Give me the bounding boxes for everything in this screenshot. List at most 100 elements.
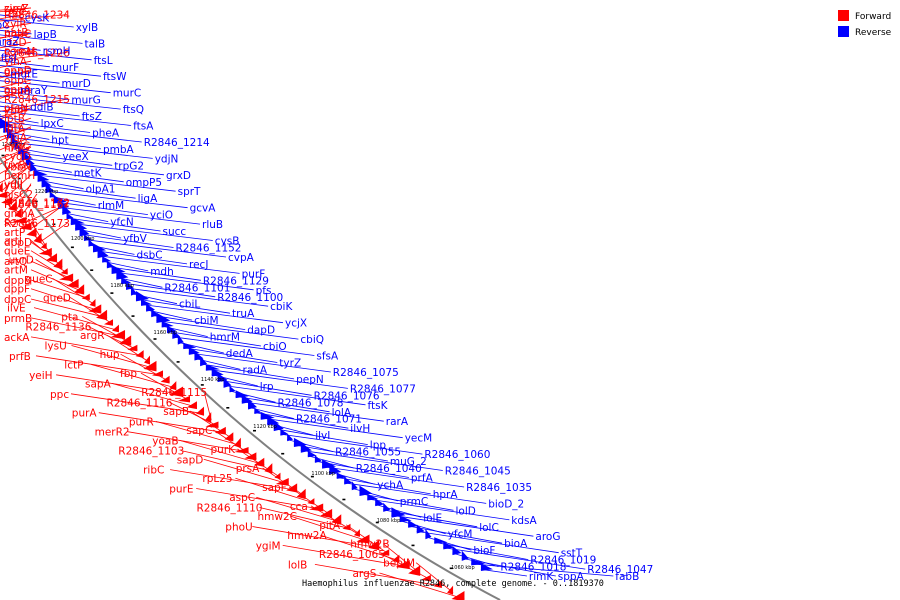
- reverse-gene-label: rlmM: [98, 200, 125, 212]
- reverse-gene-label: R2846_1055: [335, 447, 401, 459]
- reverse-gene-arrow: [14, 139, 21, 150]
- forward-connector-line: [0, 79, 32, 88]
- reverse-gene-label: ftsQ: [123, 104, 144, 116]
- reverse-gene-arrow: [383, 502, 391, 512]
- forward-gene-label: oppA: [4, 84, 32, 96]
- reverse-gene-label: lolC: [479, 522, 499, 534]
- forward-connector-line: [91, 364, 177, 389]
- reverse-gene-arrow: [111, 264, 126, 275]
- reverse-gene-label: metK: [74, 167, 103, 179]
- reverse-connector-line: [241, 401, 384, 422]
- forward-gene-arrow: [103, 319, 113, 326]
- forward-connector-line: [256, 496, 342, 523]
- reverse-connector-line: [0, 105, 80, 117]
- reverse-connector-line: [0, 14, 23, 18]
- forward-gene-arrow: [151, 370, 163, 377]
- forward-gene-label: queD: [43, 292, 71, 304]
- forward-connector-line: [0, 98, 68, 112]
- forward-gene-label: oppF: [4, 67, 30, 79]
- reverse-gene-label: ompP5: [126, 177, 162, 189]
- legend-forward-swatch: [838, 10, 849, 21]
- reverse-gene-label: R2846_1019: [530, 555, 596, 567]
- reverse-gene-label: cbiK: [270, 301, 293, 313]
- reverse-gene-label: pmbA: [103, 144, 135, 156]
- forward-connector-line: [30, 269, 85, 293]
- forward-gene-arrow: [66, 278, 79, 288]
- reverse-gene-label: murE: [10, 69, 38, 81]
- forward-gene-label: R2846_1234: [4, 10, 70, 22]
- forward-gene-label: artI: [4, 235, 22, 247]
- reverse-gene-label: R2846_1129: [203, 275, 269, 287]
- forward-gene-arrow: [135, 350, 144, 358]
- reverse-connector-line: [0, 120, 91, 133]
- forward-connector-line: [169, 402, 219, 427]
- reverse-connector-line: [0, 125, 142, 143]
- forward-gene-label: yihA: [4, 56, 28, 68]
- forward-gene-label: lctP: [64, 360, 83, 372]
- reverse-gene-label: lrp: [260, 381, 274, 393]
- forward-gene-arrow: [60, 268, 68, 275]
- reverse-connector-line: [53, 201, 148, 215]
- reverse-gene-label: R2846_1060: [424, 449, 490, 461]
- reverse-connector-line: [126, 287, 269, 307]
- feature-mark: [52, 223, 56, 226]
- forward-connector-line: [0, 50, 32, 59]
- feature-mark: [131, 315, 135, 317]
- reverse-gene-label: tyrZ: [279, 358, 301, 370]
- forward-gene-label: R2846_1172: [4, 198, 70, 210]
- forward-connector-line: [259, 507, 351, 530]
- reverse-gene-label: R2846_1077: [350, 383, 416, 395]
- forward-gene-label: ilvE: [7, 303, 26, 315]
- forward-gene-label: yhbJ: [4, 104, 27, 116]
- reverse-connector-line: [0, 29, 32, 35]
- reverse-gene-arrow: [314, 455, 322, 463]
- forward-connector-line: [88, 326, 138, 351]
- reverse-gene-label: R2846_1101: [164, 282, 230, 294]
- forward-gene-arrow: [88, 304, 102, 314]
- forward-gene-arrow: [433, 580, 442, 589]
- forward-connector-line: [52, 277, 96, 306]
- reverse-gene-label: ftsZ: [82, 111, 102, 123]
- reverse-connector-line: [480, 568, 527, 577]
- forward-gene-label: trxB: [4, 160, 26, 172]
- reverse-gene-arrow: [205, 364, 220, 371]
- reverse-gene-arrow: [461, 550, 469, 561]
- reverse-gene-arrow: [6, 130, 17, 139]
- feature-mark: [70, 246, 74, 249]
- forward-gene-label: argS: [353, 568, 377, 580]
- forward-gene-arrow: [420, 574, 431, 582]
- reverse-gene-label: sfsA: [316, 351, 339, 363]
- forward-gene-label: ydiJ: [4, 179, 23, 191]
- forward-gene-arrow: [89, 299, 96, 307]
- reverse-gene-arrow: [0, 118, 14, 129]
- kbp-tick-label: 1060 kbp: [451, 565, 475, 571]
- kbp-tick-label: 1120 kbp: [253, 424, 277, 430]
- forward-gene-label: ppc: [50, 389, 69, 401]
- forward-connector-line: [252, 526, 380, 549]
- forward-connector-line: [203, 458, 289, 485]
- reverse-gene-arrow: [344, 476, 353, 485]
- forward-gene-label: patB: [4, 27, 28, 39]
- forward-gene-label: R2846_1110: [197, 503, 263, 515]
- reverse-gene-label: ydjN: [155, 153, 179, 165]
- reverse-connector-line: [260, 417, 403, 439]
- reverse-gene-arrow: [146, 303, 156, 312]
- forward-gene-label: purR: [129, 416, 154, 428]
- forward-connector-line: [70, 393, 205, 415]
- reverse-gene-arrow: [307, 450, 317, 458]
- forward-gene-arrow: [274, 472, 281, 480]
- reverse-gene-arrow: [58, 200, 70, 210]
- reverse-connector-line: [29, 168, 124, 183]
- forward-gene-arrow: [7, 202, 17, 212]
- forward-gene-label: yoaB: [152, 435, 178, 447]
- reverse-connector-line: [156, 320, 299, 340]
- reverse-gene-label: R2846_1071: [296, 414, 362, 426]
- reverse-gene-label: lolA: [332, 407, 352, 419]
- reverse-gene-arrow: [287, 433, 294, 442]
- reverse-connector-line: [367, 498, 510, 521]
- feature-mark: [226, 407, 230, 409]
- reverse-connector-line: [6, 136, 102, 150]
- reverse-gene-arrow: [254, 407, 262, 414]
- forward-gene-label: aspC: [229, 492, 255, 504]
